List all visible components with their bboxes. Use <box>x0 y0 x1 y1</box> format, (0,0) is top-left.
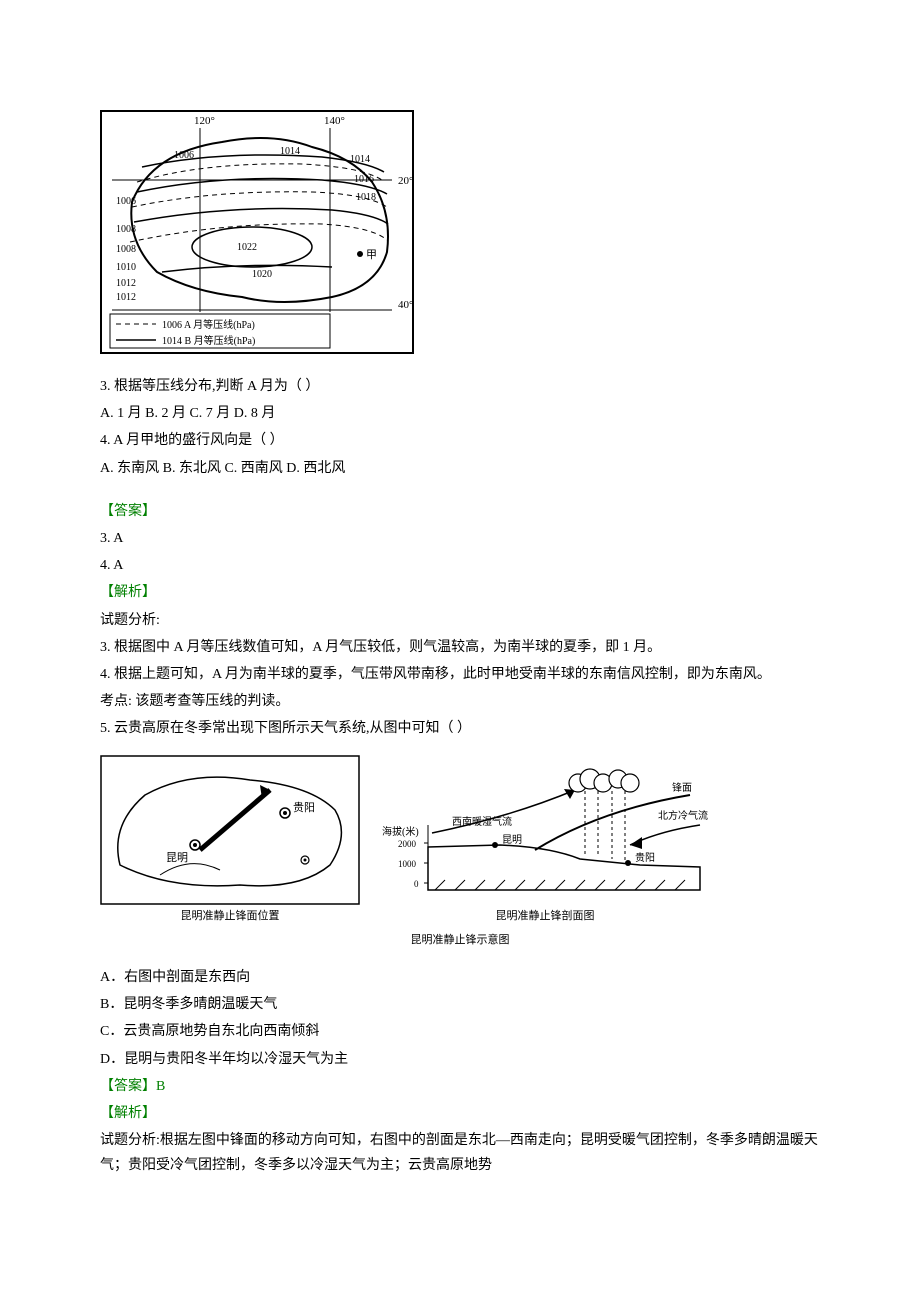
svg-text:1016: 1016 <box>354 174 374 185</box>
svg-text:1012: 1012 <box>116 292 136 303</box>
lon-tick-140: 140° <box>324 115 345 127</box>
svg-text:1018: 1018 <box>356 192 376 203</box>
marker-label: 甲 <box>366 249 377 261</box>
svg-text:昆明: 昆明 <box>502 834 522 846</box>
explain-label-2: 【解析】 <box>100 1106 156 1121</box>
left-caption: 昆明准静止锋面位置 <box>100 907 360 927</box>
svg-text:2000: 2000 <box>398 839 417 849</box>
lat-tick-20: 20° <box>398 175 412 187</box>
svg-text:贵阳: 贵阳 <box>635 851 655 864</box>
isobar-map-figure: 120° 140° 20° 40° 1006 1006 1008 1008 10 <box>100 110 414 354</box>
svg-text:昆明: 昆明 <box>166 851 188 864</box>
front-diagram-row: 昆明 贵阳 昆明准静止锋面位置 海拔(米) 2 <box>100 755 820 927</box>
svg-text:1014: 1014 <box>280 146 300 157</box>
explain-3: 3. 根据图中 A 月等压线数值可知，A 月气压较低，则气温较高，为南半球的夏季… <box>100 635 820 660</box>
answer-4: 4. A <box>100 553 820 578</box>
q5-opt-a: A．右图中剖面是东西向 <box>100 965 820 990</box>
right-caption: 昆明准静止锋剖面图 <box>380 907 710 927</box>
legend-b: 1014 B 月等压线(hPa) <box>162 334 255 347</box>
q3-stem: 3. 根据等压线分布,判断 A 月为（ ） <box>100 374 820 399</box>
svg-text:1012: 1012 <box>116 278 136 289</box>
q5-opt-b: B．昆明冬季多晴朗温暖天气 <box>100 992 820 1017</box>
svg-text:北方冷气流: 北方冷气流 <box>658 809 708 822</box>
answer-label-1: 【答案】 <box>100 504 156 519</box>
svg-text:0: 0 <box>414 879 419 889</box>
svg-text:西南暖湿气流: 西南暖湿气流 <box>452 815 512 828</box>
svg-text:1010: 1010 <box>116 262 136 273</box>
explain-5: 试题分析:根据左图中锋面的移动方向可知，右图中的剖面是东北—西南走向；昆明受暖气… <box>100 1128 820 1178</box>
analysis-head-1: 试题分析: <box>100 608 820 633</box>
svg-text:锋面: 锋面 <box>672 781 692 794</box>
q3-options: A. 1 月 B. 2 月 C. 7 月 D. 8 月 <box>100 401 820 426</box>
q4-stem: 4. A 月甲地的盛行风向是（ ） <box>100 428 820 453</box>
svg-text:1020: 1020 <box>252 269 272 280</box>
q5-opt-c: C．云贵高原地势自东北向西南倾斜 <box>100 1019 820 1044</box>
svg-text:1022: 1022 <box>237 242 257 253</box>
svg-text:贵阳: 贵阳 <box>293 801 315 814</box>
center-caption: 昆明准静止锋示意图 <box>100 931 820 951</box>
answer-3: 3. A <box>100 526 820 551</box>
lat-tick-40: 40° <box>398 299 412 311</box>
svg-text:1014: 1014 <box>350 154 370 165</box>
svg-text:1008: 1008 <box>116 224 136 235</box>
q4-options: A. 东南风 B. 东北风 C. 西南风 D. 西北风 <box>100 456 820 481</box>
explain-4: 4. 根据上题可知，A 月为南半球的夏季，气压带风带南移，此时甲地受南半球的东南… <box>100 662 820 687</box>
lon-tick-120: 120° <box>194 115 215 127</box>
svg-text:1000: 1000 <box>398 859 417 869</box>
q5-stem: 5. 云贵高原在冬季常出现下图所示天气系统,从图中可知（ ） <box>100 716 820 741</box>
q5-opt-d: D．昆明与贵阳冬半年均以冷湿天气为主 <box>100 1047 820 1072</box>
legend-a: 1006 A 月等压线(hPa) <box>162 318 255 331</box>
svg-text:1006: 1006 <box>116 196 136 207</box>
answer-label-2: 【答案】B <box>100 1079 165 1094</box>
front-map-left: 昆明 贵阳 <box>100 755 360 905</box>
topic-1: 考点: 该题考查等压线的判读。 <box>100 689 820 714</box>
svg-text:海拔(米): 海拔(米) <box>382 825 419 838</box>
svg-text:1008: 1008 <box>116 244 136 255</box>
explain-label-1: 【解析】 <box>100 585 156 600</box>
front-profile-right: 海拔(米) 2000 1000 0 <box>380 755 710 905</box>
